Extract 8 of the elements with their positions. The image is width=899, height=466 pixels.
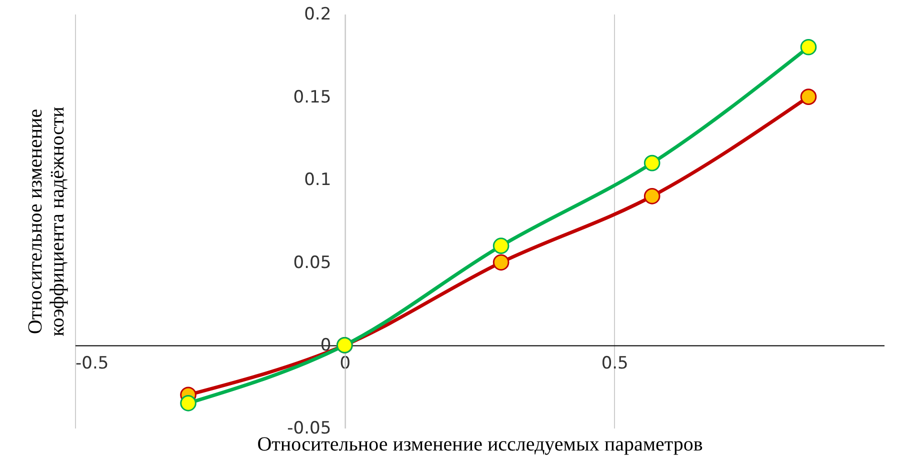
x-tick-label: 0 [340, 354, 351, 374]
y-tick-label: 0.2 [304, 4, 332, 24]
y-tick-label: 0.1 [304, 170, 332, 190]
x-tick-label: 0.5 [601, 354, 628, 374]
y-tick-label: 0.15 [293, 87, 332, 108]
y-axis-title: Относительное изменение коэффициента надёжности [24, 106, 68, 336]
x-tick-label: -0.5 [76, 354, 109, 374]
y-tick-label: 0.05 [293, 252, 332, 273]
